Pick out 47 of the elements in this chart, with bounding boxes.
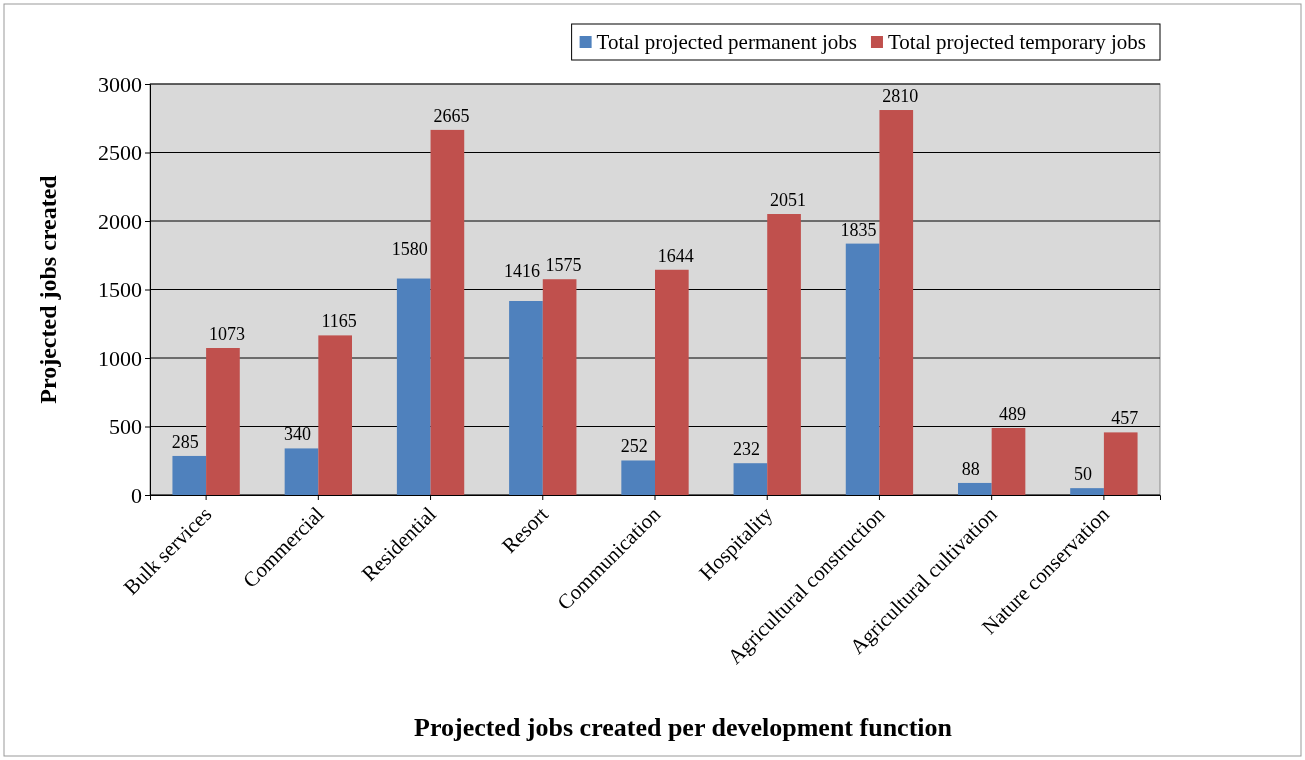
bar	[621, 460, 655, 495]
data-label: 2810	[882, 86, 919, 107]
bar	[509, 301, 543, 495]
y-tick-label: 500	[109, 414, 142, 440]
y-tick-label: 2500	[98, 140, 142, 166]
data-label: 1073	[208, 324, 245, 344]
bar	[206, 348, 240, 495]
data-label: 340	[284, 424, 311, 445]
data-label: 489	[999, 404, 1026, 425]
bar	[991, 428, 1026, 495]
legend-label: Total projected temporary jobs	[887, 30, 1146, 54]
bar	[318, 335, 352, 495]
bar	[767, 214, 801, 495]
y-tick-label: 1500	[98, 277, 142, 303]
bar	[1103, 432, 1138, 495]
bar	[958, 482, 992, 495]
data-label: 1165	[321, 311, 357, 332]
bar	[542, 279, 577, 495]
data-label: 88	[961, 458, 980, 479]
data-label: 232	[732, 439, 760, 460]
bar	[733, 463, 768, 495]
data-label: 2665	[433, 105, 470, 126]
data-label: 1575	[545, 255, 582, 276]
bar	[879, 110, 914, 495]
bar	[655, 269, 689, 495]
y-tick-label: 3000	[98, 71, 142, 97]
data-label: 50	[1074, 464, 1093, 485]
data-label: 252	[620, 436, 648, 457]
y-axis-title: Projected jobs created	[35, 174, 61, 404]
bar	[430, 129, 465, 495]
data-label: 1835	[840, 219, 877, 240]
y-tick-label: 1000	[98, 345, 142, 371]
x-axis-title: Projected jobs created per development function	[414, 713, 953, 742]
bar	[172, 455, 207, 495]
legend-label: Total projected permanent jobs	[596, 30, 857, 54]
data-label: 1580	[391, 238, 428, 259]
y-tick-label: 0	[131, 482, 142, 508]
y-tick-label: 2000	[98, 208, 142, 234]
data-label: 457	[1111, 408, 1139, 429]
bar	[396, 278, 431, 495]
data-label: 285	[171, 431, 199, 452]
bar	[845, 243, 880, 495]
bar	[284, 448, 319, 495]
data-label: 1416	[503, 261, 540, 282]
bar	[1070, 488, 1104, 495]
data-label: 1644	[657, 245, 694, 266]
data-label: 2051	[770, 190, 807, 211]
